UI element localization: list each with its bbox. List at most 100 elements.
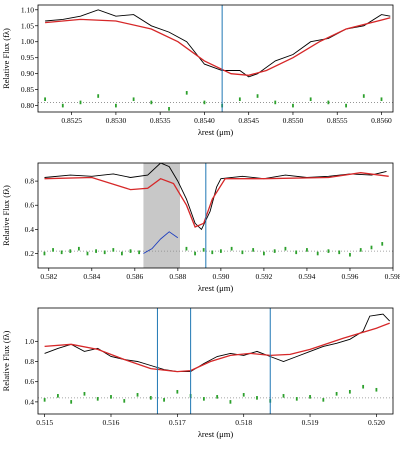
series-line (44, 313, 391, 373)
residual-point (115, 103, 117, 108)
y-axis-label: Relative Flux (fλ) (1, 185, 11, 246)
residual-point (338, 250, 341, 255)
residual-point (322, 398, 325, 402)
x-tick-label: 0.598 (385, 272, 400, 281)
residual-point (362, 94, 365, 98)
residual-point (202, 397, 205, 401)
y-tick-label: 0.4 (25, 225, 35, 234)
x-tick-label: 0.520 (368, 418, 385, 427)
x-tick-label: 0.8550 (283, 116, 304, 125)
residual-point (97, 94, 100, 98)
residual-point (238, 97, 241, 102)
x-tick-label: 0.519 (302, 418, 319, 427)
x-tick-label: 0.588 (169, 272, 186, 281)
residual-point (121, 251, 123, 256)
residual-point (69, 249, 72, 253)
x-tick-label: 0.515 (36, 418, 53, 427)
residual-point (149, 396, 152, 400)
residual-point (211, 250, 214, 255)
x-tick-label: 0.8545 (238, 116, 259, 125)
residual-point (77, 246, 80, 251)
residual-point (132, 97, 135, 102)
y-tick-label: 1.00 (21, 37, 34, 46)
x-tick-label: 0.582 (40, 272, 57, 281)
residual-point (380, 97, 383, 102)
residual-point (70, 400, 73, 404)
y-axis-label: Relative Flux (fλ) (1, 330, 11, 391)
residual-point (295, 250, 298, 255)
residual-point (194, 251, 196, 256)
residual-point (202, 248, 205, 252)
x-tick-label: 0.590 (212, 272, 229, 281)
residual-point (185, 91, 188, 95)
residual-point (150, 100, 153, 105)
residual-point (219, 249, 222, 253)
residual-point (359, 248, 362, 252)
residual-point (163, 398, 165, 402)
residual-point (79, 100, 82, 105)
y-axis-label: Relative Flux (fλ) (1, 28, 11, 89)
panel: 0.8525 0.8530 0.8535 0.8540 0.8545 0.8550 0.85… (1, 4, 394, 137)
x-tick-label: 0.586 (126, 272, 143, 281)
residual-point (274, 100, 277, 105)
x-axis-label: λrest (μm) (198, 127, 234, 137)
residual-point (129, 249, 132, 253)
residual-point (309, 395, 311, 399)
residual-point (273, 249, 276, 253)
residual-point (327, 100, 330, 105)
residual-point (61, 103, 64, 108)
axes-frame (37, 4, 394, 113)
y-tick-label: 0.85 (21, 85, 34, 94)
x-tick-label: 0.516 (103, 418, 120, 427)
residual-point (284, 246, 287, 251)
x-tick-label: 0.8555 (327, 116, 348, 125)
x-tick-label: 0.596 (342, 272, 359, 281)
residual-point (345, 103, 347, 108)
series-line (44, 172, 389, 228)
residual-point (86, 251, 89, 256)
x-tick-label: 0.584 (83, 272, 100, 281)
residual-point (123, 399, 126, 403)
plot-area (38, 5, 393, 112)
residual-point (375, 387, 378, 392)
residual-point (295, 397, 298, 401)
x-tick-label: 0.8525 (61, 116, 82, 125)
residual-point (103, 250, 106, 255)
residual-point (362, 384, 365, 389)
residual-point (176, 389, 179, 394)
plot-area (38, 163, 393, 268)
x-axis-label: λrest (μm) (198, 429, 234, 439)
plot-area (38, 308, 393, 414)
residual-point (306, 248, 308, 252)
x-tick-label: 0.518 (235, 418, 252, 427)
x-tick-label: 0.8540 (194, 116, 215, 125)
residual-point (216, 395, 219, 399)
residual-point (229, 400, 232, 404)
residual-point (52, 248, 54, 252)
y-tick-label: 1.10 (21, 5, 34, 14)
residual-point (349, 252, 351, 257)
y-tick-label: 1.0 (25, 337, 35, 346)
y-tick-label: 0.6 (25, 377, 35, 386)
x-tick-label: 0.594 (299, 272, 316, 281)
residual-point (241, 250, 244, 255)
residual-point (292, 103, 294, 108)
axes-frame (37, 307, 394, 415)
residual-point (57, 394, 59, 398)
panel: 0.515 0.516 0.517 0.518 0.519 0.520 0.4 0.6 0.8 1… (1, 307, 394, 439)
x-axis-label: λrest (μm) (198, 283, 234, 293)
residual-point (138, 250, 141, 255)
residual-point (348, 389, 351, 394)
residual-point (242, 393, 245, 397)
residual-point (112, 248, 115, 252)
residual-point (263, 251, 265, 256)
x-tick-label: 0.517 (169, 418, 186, 427)
y-tick-label: 0.8 (25, 357, 35, 366)
series-line (143, 231, 179, 254)
y-tick-label: 0.80 (21, 101, 34, 110)
panel: 0.582 0.584 0.586 0.588 0.590 0.592 0.594 0.596… (1, 162, 400, 293)
residual-point (168, 107, 170, 111)
residual-point (282, 394, 285, 398)
residual-point (44, 97, 46, 102)
